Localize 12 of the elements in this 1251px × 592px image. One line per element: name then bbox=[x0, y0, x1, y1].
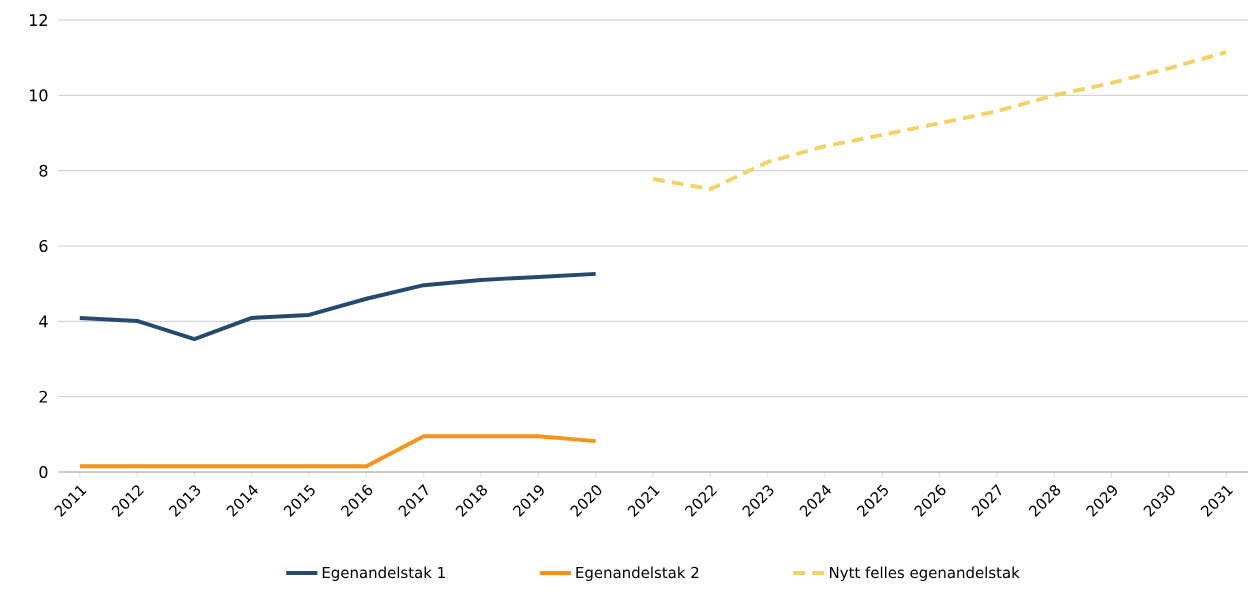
legend-label: Egenandelstak 1 bbox=[322, 566, 445, 582]
y-tick-label: 6 bbox=[39, 239, 48, 253]
y-tick-label: 12 bbox=[29, 14, 47, 26]
legend-label: Egenandelstak 2 bbox=[576, 566, 699, 582]
line-series bbox=[651, 50, 1229, 192]
y-tick-label: 2 bbox=[39, 390, 47, 403]
legend-label: Nytt felles egenandelstak bbox=[830, 566, 1020, 582]
y-tick-label: 8 bbox=[39, 164, 48, 177]
y-tick-label: 10 bbox=[29, 89, 48, 102]
line-series bbox=[77, 271, 598, 342]
y-tick-label: 0 bbox=[39, 465, 48, 479]
y-tick-label: 4 bbox=[39, 315, 48, 328]
